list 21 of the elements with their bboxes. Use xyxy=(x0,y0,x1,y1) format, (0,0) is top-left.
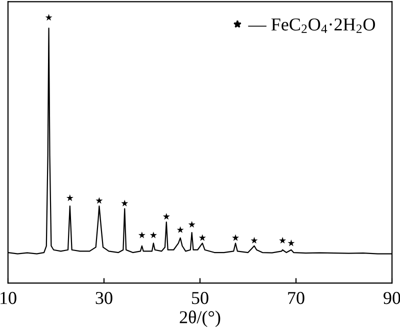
point xyxy=(150,232,157,238)
point xyxy=(288,240,295,246)
x-tick-label: 50 xyxy=(192,292,208,304)
point xyxy=(232,234,240,241)
point xyxy=(121,200,128,206)
point xyxy=(162,213,170,220)
point xyxy=(66,194,74,202)
x-tick-label: 30 xyxy=(96,292,112,304)
x-tick-label: 90 xyxy=(384,292,400,304)
x-tick-label: 70 xyxy=(288,292,304,304)
point xyxy=(45,14,52,21)
point xyxy=(250,236,258,244)
point xyxy=(198,234,206,241)
point xyxy=(188,220,196,228)
legend-label: — FeC$_{2}$O$_{4}$·2H$_{2}$O xyxy=(248,18,375,33)
point xyxy=(176,226,184,233)
x-tick-label: 10 xyxy=(0,292,16,304)
point xyxy=(96,197,103,204)
x-axis-title: 2θ/(°) xyxy=(180,310,220,328)
point xyxy=(138,232,146,238)
point xyxy=(279,236,286,244)
